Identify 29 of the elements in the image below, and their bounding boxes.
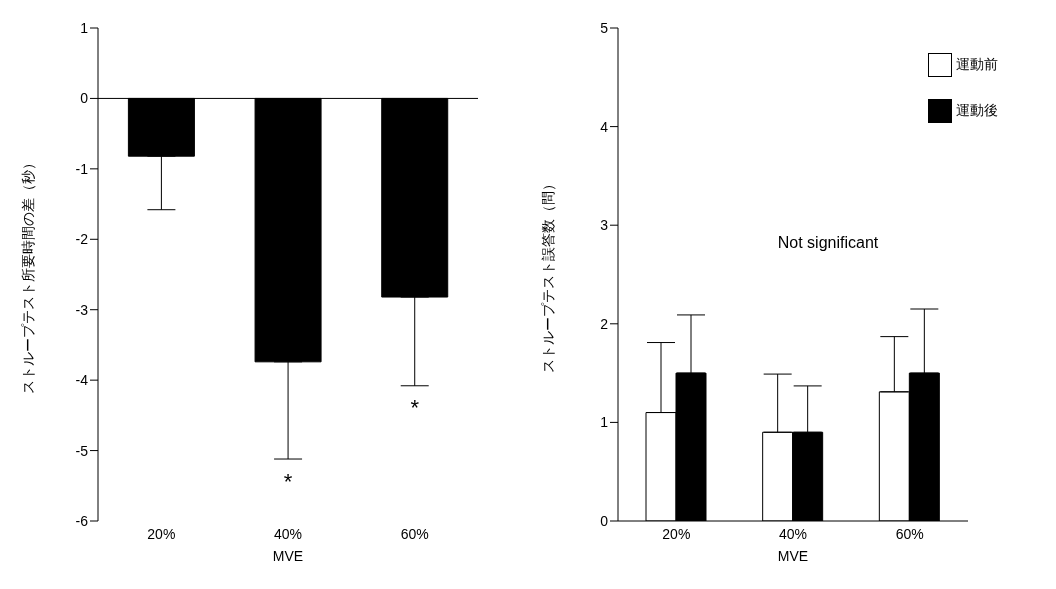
y-tick-label: -6 xyxy=(75,512,89,529)
y-tick-label: -3 xyxy=(75,301,89,318)
y-tick-label: 2 xyxy=(600,315,609,332)
x-tick-label: 40% xyxy=(273,525,303,542)
annotation: Not significant xyxy=(777,234,879,251)
x-tick-label: 20% xyxy=(147,525,176,542)
y-tick-label: 3 xyxy=(600,217,609,234)
x-tick-label: 60% xyxy=(400,525,429,542)
x-tick-label: 60% xyxy=(895,525,924,542)
annotation: * xyxy=(410,395,420,421)
y-axis-title: ストループテスト誤答数（問） xyxy=(539,176,556,373)
y-tick-label: -5 xyxy=(75,442,89,459)
legend-label: 運動後 xyxy=(956,102,998,120)
x-tick-label: 20% xyxy=(662,525,691,542)
y-tick-label: 0 xyxy=(600,512,609,529)
y-tick-label: -2 xyxy=(75,231,89,248)
y-tick-label: 4 xyxy=(600,118,609,135)
y-axis-title: ストループテスト所要時間の差（秒） xyxy=(19,155,36,394)
y-tick-label: -4 xyxy=(75,372,89,389)
annotation: * xyxy=(283,468,293,494)
y-tick-label: 1 xyxy=(600,414,609,431)
x-axis-title: MVE xyxy=(272,548,304,564)
y-tick-label: -1 xyxy=(75,160,89,177)
y-tick-label: 0 xyxy=(80,90,89,107)
y-tick-label: 1 xyxy=(80,19,89,36)
y-tick-label: 5 xyxy=(600,19,609,36)
x-tick-label: 40% xyxy=(778,525,808,542)
legend-label: 運動前 xyxy=(956,56,998,74)
x-axis-title: MVE xyxy=(777,548,809,564)
